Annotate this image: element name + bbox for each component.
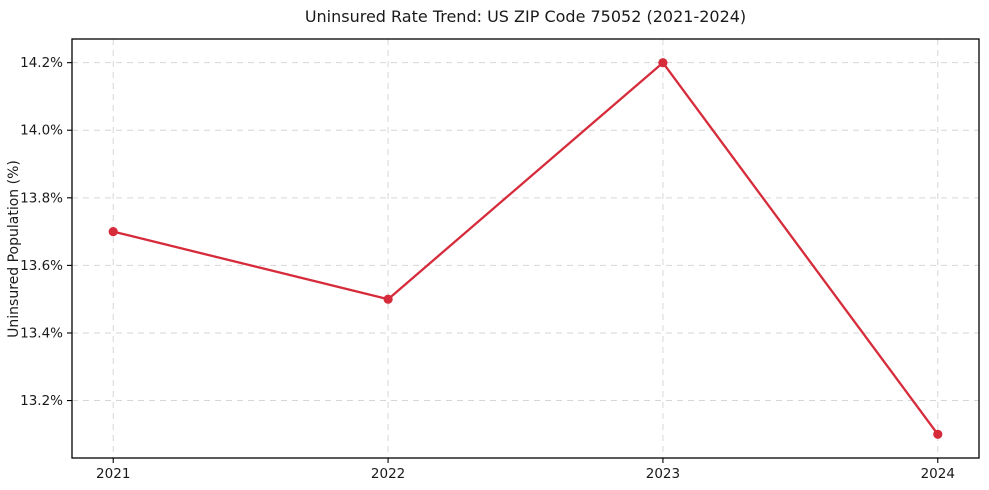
data-point-2021	[108, 227, 118, 237]
x-tick-label: 2024	[921, 466, 955, 482]
y-tick-label: 14.0%	[20, 123, 63, 139]
x-tick-label: 2021	[96, 466, 130, 482]
trend-line	[112, 61, 939, 436]
y-tick-label: 13.6%	[20, 258, 63, 274]
x-tick-label: 2023	[646, 466, 680, 482]
x-tick-label: 2022	[371, 466, 405, 482]
data-point-2024	[933, 429, 943, 439]
y-tick-label: 13.2%	[20, 393, 63, 409]
chart-title: Uninsured Rate Trend: US ZIP Code 75052 …	[304, 7, 747, 26]
plot-border	[71, 38, 980, 459]
y-tick-label: 13.4%	[20, 325, 63, 341]
data-point-2023	[658, 58, 668, 68]
y-tick-label: 13.8%	[20, 190, 63, 206]
data-point-2022	[383, 294, 393, 304]
y-tick-label: 14.2%	[20, 55, 63, 71]
